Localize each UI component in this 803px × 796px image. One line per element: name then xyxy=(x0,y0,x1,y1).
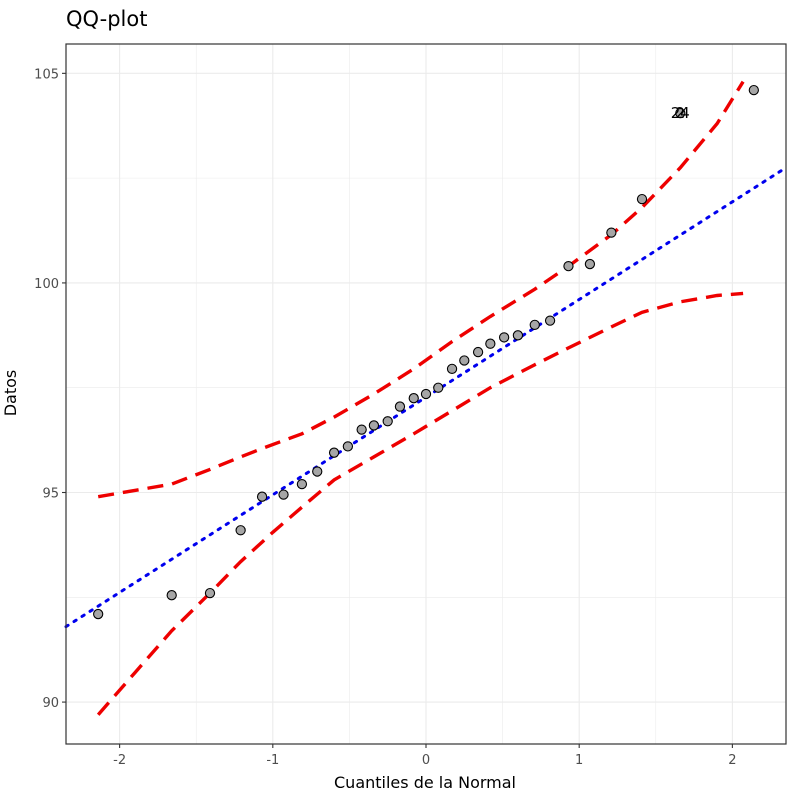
data-point xyxy=(256,491,268,502)
data-point xyxy=(606,227,617,238)
data-point xyxy=(328,447,340,458)
grid-lines xyxy=(66,44,786,744)
point-label: 24 xyxy=(671,104,690,122)
data-point xyxy=(433,382,444,393)
data-point xyxy=(312,466,323,477)
y-tick-label: 90 xyxy=(42,696,59,711)
chart-title: QQ-plot xyxy=(66,7,147,31)
data-point xyxy=(529,319,540,330)
data-point xyxy=(368,420,380,431)
data-point xyxy=(204,587,216,599)
x-tick-label: -2 xyxy=(113,753,126,768)
data-point xyxy=(675,108,686,119)
data-point xyxy=(472,346,484,358)
x-tick-label: -1 xyxy=(266,753,279,768)
data-point xyxy=(382,416,393,427)
y-tick-label: 100 xyxy=(34,277,59,292)
y-axis-ticks: 90 95 100 105 xyxy=(34,67,66,711)
data-point xyxy=(93,608,104,620)
data-point xyxy=(459,355,470,366)
data-point xyxy=(408,393,419,404)
data-point xyxy=(166,590,177,601)
data-point xyxy=(296,478,308,490)
confidence-band-lower xyxy=(96,291,744,716)
data-point xyxy=(394,401,406,412)
data-point xyxy=(544,315,556,326)
data-point xyxy=(636,193,648,205)
data-point xyxy=(584,258,596,270)
confidence-band-upper xyxy=(97,80,745,499)
y-axis-title: Datos xyxy=(1,370,20,417)
data-points xyxy=(93,84,759,620)
data-point xyxy=(512,330,524,341)
data-point xyxy=(235,525,246,536)
x-axis-title: Cuantiles de la Normal xyxy=(334,773,516,792)
x-axis-ticks: -2 -1 0 1 2 xyxy=(113,744,737,768)
confidence-bands xyxy=(96,80,745,716)
data-point xyxy=(563,261,574,272)
y-tick-label: 105 xyxy=(34,67,59,82)
data-point xyxy=(498,332,510,343)
x-tick-label: 2 xyxy=(728,753,736,768)
data-point xyxy=(748,84,759,96)
x-tick-label: 0 xyxy=(422,753,430,768)
point-label: 2 xyxy=(676,104,686,122)
point-labels: 242 xyxy=(671,104,690,122)
data-point xyxy=(342,441,354,452)
data-point xyxy=(420,388,432,400)
data-point xyxy=(485,338,496,349)
y-tick-label: 95 xyxy=(42,487,59,502)
data-point xyxy=(356,424,367,435)
x-tick-label: 1 xyxy=(575,753,583,768)
data-point xyxy=(278,489,289,500)
data-point xyxy=(446,363,458,375)
